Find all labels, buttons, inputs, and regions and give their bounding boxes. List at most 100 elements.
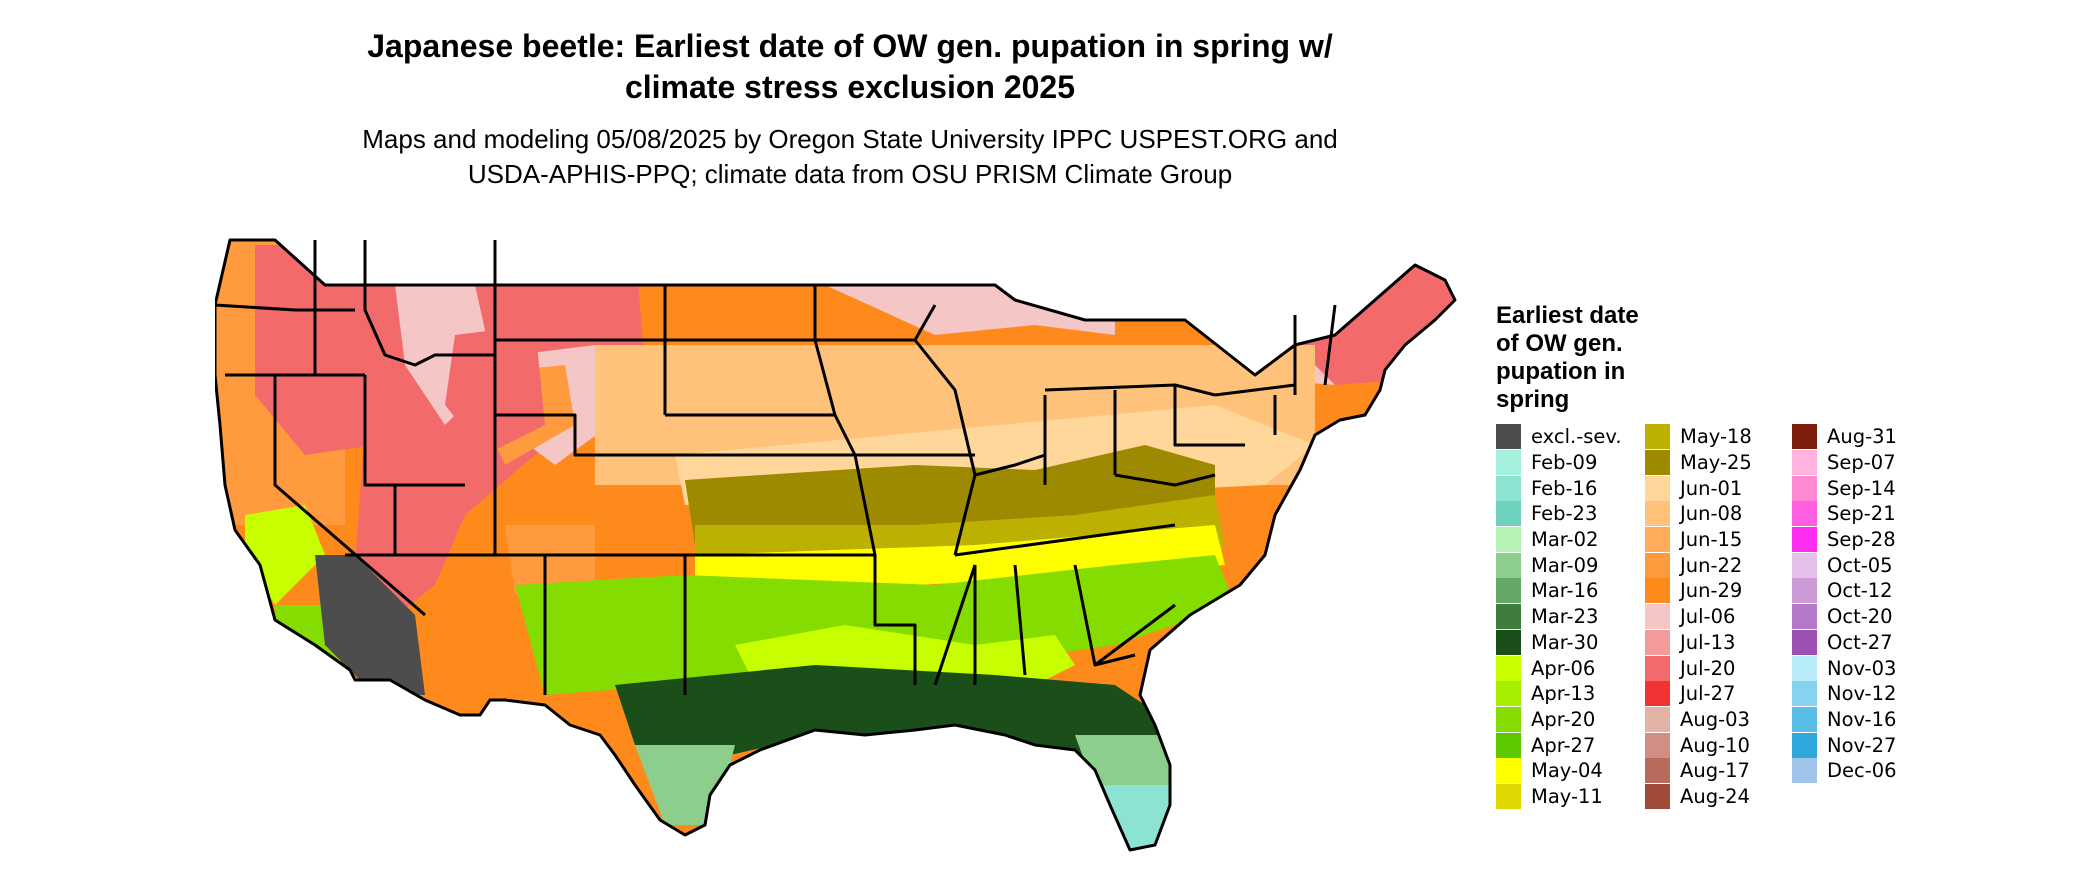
- legend-column-2: May-18 May-25 Jun-01 Jun-08 Jun-15 Jun-22 Jun-…: [1645, 424, 1752, 809]
- us-map: [215, 238, 1457, 852]
- legend-item: Mar-16: [1496, 578, 1622, 604]
- legend-item: Jul-27: [1645, 681, 1752, 707]
- legend-label: Dec-06: [1827, 759, 1897, 783]
- legend-title-line: spring: [1496, 386, 1570, 413]
- legend-label: Nov-27: [1827, 733, 1897, 757]
- legend-swatch: [1496, 527, 1521, 553]
- legend-swatch: [1645, 783, 1670, 809]
- legend-swatch: [1792, 629, 1817, 655]
- legend-swatch: [1792, 424, 1817, 450]
- legend-swatch: [1496, 450, 1521, 476]
- legend-item: Apr-20: [1496, 706, 1622, 733]
- legend-swatch: [1496, 706, 1521, 732]
- legend-label: Jun-01: [1680, 476, 1743, 500]
- legend-item: Apr-27: [1496, 732, 1622, 758]
- legend-label: Oct-12: [1827, 579, 1893, 603]
- legend-item: Jul-06: [1645, 604, 1752, 630]
- legend-item: Nov-03: [1792, 655, 1897, 681]
- legend-column-3: Aug-31 Sep-07 Sep-14 Sep-21 Sep-28 Oct-05 Oct-…: [1792, 424, 1897, 784]
- legend-item: Sep-07: [1792, 450, 1897, 476]
- legend-swatch: [1645, 552, 1670, 578]
- legend-item: Aug-24: [1645, 783, 1752, 810]
- legend-item: Aug-17: [1645, 758, 1752, 784]
- legend-swatch: [1496, 475, 1521, 501]
- legend-column-1: excl.-sev. Feb-09 Feb-16 Feb-23 Mar-02 Mar-09…: [1496, 424, 1622, 809]
- legend-label: Jul-06: [1680, 605, 1736, 629]
- legend-label: Jul-13: [1680, 630, 1736, 654]
- legend-swatch: [1496, 604, 1521, 630]
- legend-swatch: [1496, 732, 1521, 758]
- legend-item: Oct-20: [1792, 604, 1897, 630]
- legend-item: Feb-23: [1496, 501, 1622, 527]
- tennessee-band-region: [695, 525, 1225, 595]
- legend-label: Mar-30: [1531, 630, 1599, 654]
- legend-swatch: [1645, 578, 1670, 604]
- legend-label: Apr-27: [1531, 733, 1596, 757]
- legend-label: Aug-31: [1827, 425, 1897, 449]
- legend-item: Apr-06: [1496, 655, 1622, 681]
- legend-label: Oct-20: [1827, 605, 1893, 629]
- legend-label: Nov-16: [1827, 707, 1897, 731]
- legend-swatch: [1496, 501, 1521, 527]
- gulf-coast-region: [615, 665, 1175, 765]
- legend-title-line: Earliest date: [1496, 302, 1639, 329]
- legend-label: Sep-07: [1827, 451, 1896, 475]
- legend-swatch: [1645, 758, 1670, 784]
- legend-title-line: pupation in: [1496, 358, 1626, 385]
- legend-item: Sep-14: [1792, 475, 1897, 501]
- legend-label: May-25: [1680, 451, 1752, 475]
- legend-label: Sep-21: [1827, 502, 1896, 526]
- legend-item: Mar-23: [1496, 604, 1622, 630]
- legend-item: Oct-05: [1792, 552, 1897, 578]
- legend-swatch: [1645, 681, 1670, 707]
- legend-item: May-04: [1496, 758, 1622, 784]
- legend-item: Oct-27: [1792, 629, 1897, 656]
- legend-item: Jun-29: [1645, 578, 1752, 604]
- legend-label: Mar-16: [1531, 579, 1599, 603]
- legend-swatch: [1496, 758, 1521, 784]
- legend-swatch: [1792, 578, 1817, 604]
- legend-label: Sep-28: [1827, 528, 1896, 552]
- legend-item: Jul-20: [1645, 655, 1752, 681]
- legend-swatch: [1792, 475, 1817, 501]
- title-line-1: Japanese beetle: Earliest date of OW gen…: [367, 28, 1333, 64]
- map-title: Japanese beetle: Earliest date of OW gen…: [230, 26, 1470, 108]
- legend-item: Jun-08: [1645, 501, 1752, 527]
- legend-label: Jun-08: [1680, 502, 1743, 526]
- legend-swatch: [1792, 655, 1817, 681]
- legend-swatch: [1792, 732, 1817, 758]
- legend-item: Sep-21: [1792, 501, 1897, 527]
- legend-item: Sep-28: [1792, 527, 1897, 553]
- legend-label: May-18: [1680, 425, 1752, 449]
- legend-swatch: [1496, 424, 1521, 450]
- legend-item: Jul-13: [1645, 629, 1752, 656]
- map-subtitle: Maps and modeling 05/08/2025 by Oregon S…: [230, 122, 1470, 192]
- subtitle-line-2: USDA-APHIS-PPQ; climate data from OSU PR…: [467, 159, 1233, 189]
- legend-swatch: [1792, 501, 1817, 527]
- legend-swatch: [1792, 527, 1817, 553]
- legend-swatch: [1496, 681, 1521, 707]
- legend-swatch: [1496, 552, 1521, 578]
- legend-swatch: [1792, 706, 1817, 732]
- legend-item: Feb-09: [1496, 450, 1622, 476]
- legend-item: excl.-sev.: [1496, 424, 1622, 450]
- legend-label: Nov-03: [1827, 656, 1897, 680]
- legend-label: Mar-09: [1531, 553, 1599, 577]
- legend-item: Oct-12: [1792, 578, 1897, 604]
- legend-item: Jun-22: [1645, 552, 1752, 578]
- legend-swatch: [1792, 758, 1817, 784]
- legend-label: Jun-15: [1680, 528, 1743, 552]
- legend-label: Aug-24: [1680, 784, 1750, 808]
- legend-label: Mar-02: [1531, 528, 1599, 552]
- desert-southwest-region: [315, 555, 425, 695]
- legend-label: May-11: [1531, 784, 1603, 808]
- legend-label: Apr-06: [1531, 656, 1596, 680]
- legend-swatch: [1792, 552, 1817, 578]
- legend-item: Aug-03: [1645, 706, 1752, 733]
- legend-swatch: [1645, 475, 1670, 501]
- legend-item: Nov-27: [1792, 732, 1897, 758]
- legend-label: Sep-14: [1827, 476, 1896, 500]
- legend-item: Feb-16: [1496, 475, 1622, 501]
- legend-swatch: [1645, 604, 1670, 630]
- legend-item: Jun-01: [1645, 475, 1752, 501]
